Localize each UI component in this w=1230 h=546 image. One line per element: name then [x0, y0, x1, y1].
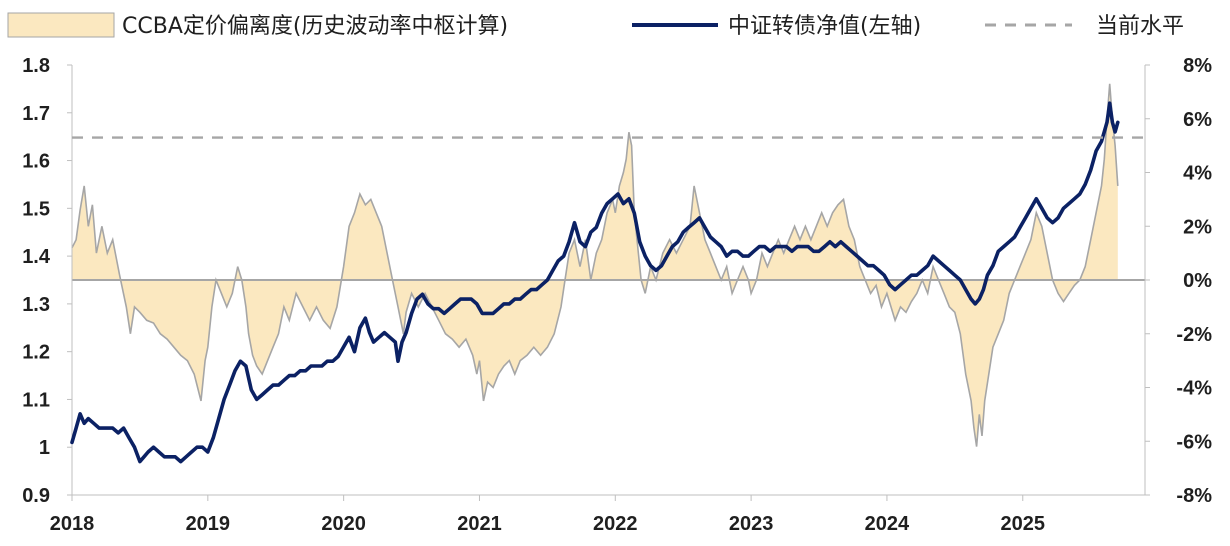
legend-swatch-deviation	[7, 12, 115, 38]
legend-label-deviation: CCBA定价偏离度(历史波动率中枢计算)	[122, 14, 508, 39]
x-tick-label: 2025	[1001, 513, 1046, 535]
tick-labels: 2018 2019 2020 2021 2022 2023 2024 2025 0.9 1 1.1 1…	[22, 55, 1212, 535]
y-right-tick-label: -6%	[1176, 431, 1212, 453]
x-tick-label: 2018	[50, 513, 95, 535]
axes	[67, 64, 1150, 501]
x-tick-label: 2023	[729, 513, 774, 535]
x-tick-label: 2022	[593, 513, 638, 535]
x-tick-label: 2021	[457, 513, 502, 535]
nav-line	[70, 101, 1120, 464]
legend: CCBA定价偏离度(历史波动率中枢计算) 中证转债净值(左轴) 当前水平	[7, 12, 1184, 39]
y-left-tick-label: 1.4	[22, 246, 51, 268]
y-right-tick-label: 8%	[1183, 55, 1212, 77]
deviation-area-outline	[71, 83, 1119, 447]
y-left-tick-label: 1.2	[22, 342, 50, 364]
y-right-tick-label: -2%	[1176, 324, 1212, 346]
deviation-area-layer	[71, 83, 1119, 447]
nav-line-layer	[70, 101, 1120, 464]
y-left-tick-label: 1.7	[22, 103, 50, 125]
y-left-tick-label: 1.5	[22, 198, 50, 220]
y-left-tick-label: 1.3	[22, 294, 50, 316]
y-left-tick-label: 1	[39, 437, 50, 459]
y-left-tick-label: 1.1	[22, 389, 50, 411]
legend-label-level: 当前水平	[1096, 14, 1184, 39]
y-right-tick-label: -4%	[1176, 378, 1212, 400]
x-tick-label: 2024	[865, 513, 910, 535]
y-left-tick-label: 0.9	[22, 485, 50, 507]
y-right-tick-label: 2%	[1183, 216, 1212, 238]
y-right-tick-label: 4%	[1183, 163, 1212, 185]
x-tick-label: 2019	[186, 513, 231, 535]
x-tick-label: 2020	[321, 513, 366, 535]
y-right-tick-label: -8%	[1176, 485, 1212, 507]
y-right-tick-label: 6%	[1183, 109, 1212, 131]
y-left-tick-label: 1.6	[22, 151, 50, 173]
y-right-tick-label: 0%	[1183, 270, 1212, 292]
legend-label-nav: 中证转债净值(左轴)	[728, 14, 921, 39]
deviation-area-fill	[72, 83, 1118, 447]
y-left-tick-label: 1.8	[22, 55, 50, 77]
